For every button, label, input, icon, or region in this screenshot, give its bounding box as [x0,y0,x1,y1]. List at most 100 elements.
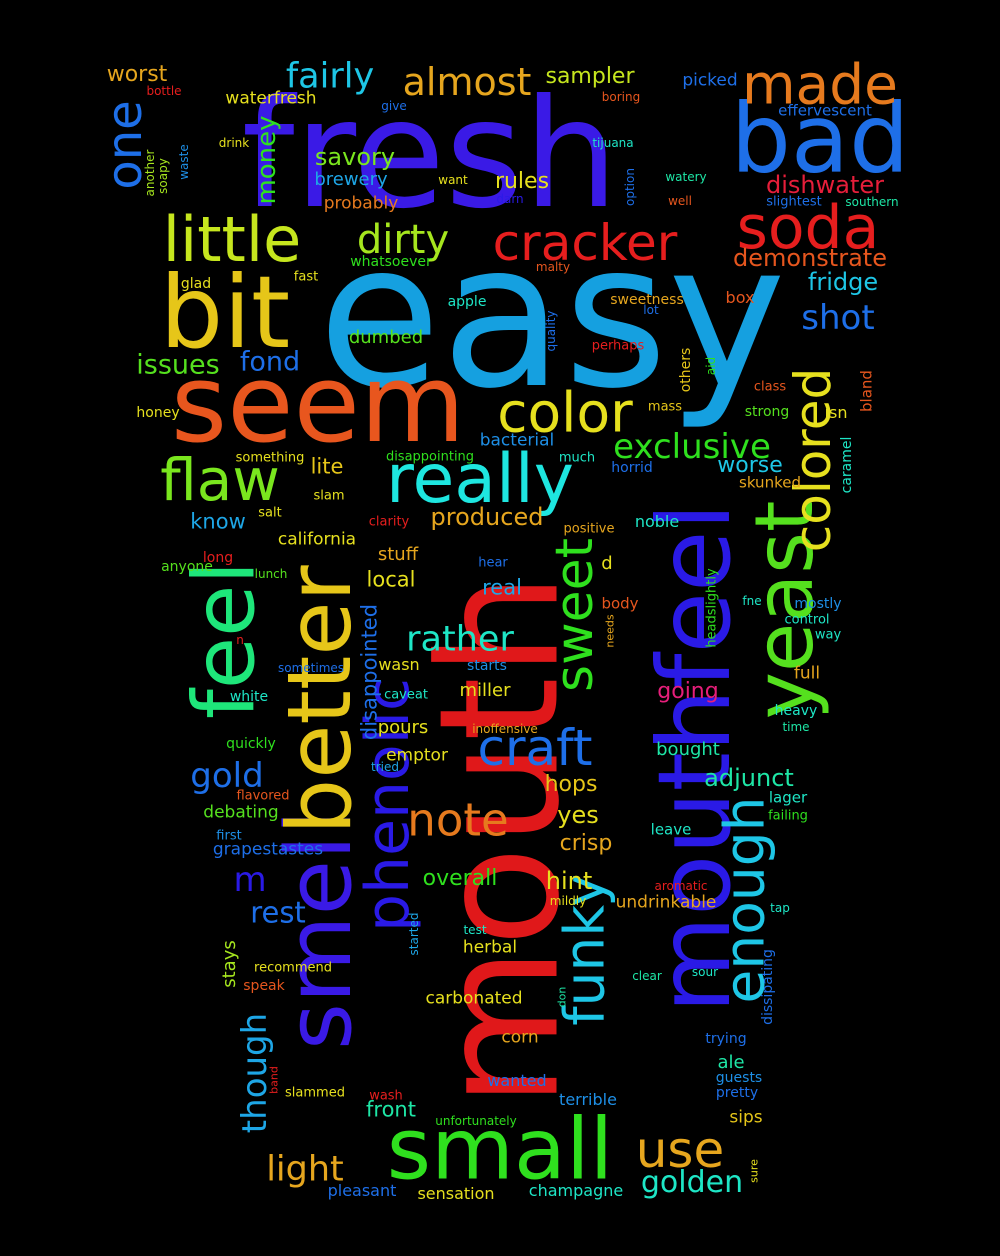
word-watery: watery [665,170,707,184]
word-going: going [657,679,719,704]
word-fast: fast [293,269,319,285]
word-headslightly: headslightly [704,568,720,648]
word-others: others [678,347,694,393]
word-emptor: emptor [386,745,448,766]
word-needs: needs [603,614,617,648]
word-started: started [407,912,421,956]
word-well: well [668,194,692,208]
word-terrible: terrible [559,1090,617,1109]
word-sure: sure [747,1159,761,1183]
word-probably: probably [323,193,399,214]
word-savory: savory [314,143,396,171]
word-noble: noble [634,512,680,531]
word-made: made [741,52,899,117]
word-another: another [143,149,157,197]
word-mass: mass [647,399,683,415]
word-rather: rather [406,619,514,660]
word-sometimes: sometimes [277,661,345,675]
word-glad: glad [180,276,212,292]
word-golden: golden [640,1165,744,1200]
word-sampler: sampler [545,64,635,89]
word-waste: waste [177,144,191,180]
word-easy: easy [317,200,787,433]
word-craft: craft [477,719,593,777]
word-darn: darn [496,192,524,206]
word-soda: soda [736,193,880,263]
word-hint: hint [545,867,593,895]
word-california: california [277,529,357,550]
word-sweet: sweet [545,538,605,692]
word-flaw: flaw [160,446,280,514]
word-champagne: champagne [528,1181,624,1200]
word-isn: isn [824,403,848,422]
word-fresh: fresh [241,68,619,242]
word-class: class [753,379,787,395]
word-caveat: caveat [384,687,428,703]
word-know: know [190,509,246,534]
word-light: light [266,1149,344,1190]
word-inoffensive: inoffensive [472,722,538,736]
word-bottle: bottle [146,84,182,98]
word-unfortunately: unfortunately [435,1114,517,1128]
word-speak: speak [243,978,285,994]
word-gold: gold [190,756,264,796]
word-cracker: cracker [492,214,678,272]
word-bland: bland [857,370,876,412]
word-front: front [366,1097,416,1122]
word-slammed: slammed [285,1085,345,1101]
word-mostly: mostly [794,596,842,612]
word-worst: worst [106,62,168,87]
word-body: body [601,594,639,613]
word-stays: stays [219,940,240,988]
word-bit: bit [159,254,291,371]
word-demonstrate: demonstrate [733,244,887,272]
word-flavored: flavored [236,788,290,804]
word-lite: lite [310,454,344,479]
word-option: option [623,168,637,206]
word-sour: sour [691,965,719,979]
word-anyone: anyone [161,559,213,575]
word-adjunct: adjunct [704,764,794,792]
word-slightest: slightest [766,194,822,210]
word-much: much [558,450,596,466]
word-tried: tried [371,760,399,774]
word-small: small [386,1100,614,1200]
word-worse: worse [717,453,783,478]
word-honey: honey [136,405,180,421]
word-almost: almost [402,60,532,104]
word-failing: failing [768,808,808,824]
word-starts: starts [467,658,507,674]
word-perhaps: perhaps [591,338,645,354]
word-yes: yes [557,801,599,829]
word-picked: picked [682,70,738,91]
word-aromatic: aromatic [654,879,708,893]
word-give: give [381,99,407,113]
word-clear: clear [632,969,662,983]
word-white: white [229,689,269,705]
word-full: full [793,663,821,684]
word-money: money [252,115,282,205]
word-wash: wash [369,1088,403,1104]
word-miller: miller [459,680,511,701]
word-lunch: lunch [254,567,288,581]
word-clarity: clarity [368,514,410,530]
word-note: note [407,793,509,847]
word-stuff: stuff [377,544,419,565]
word-wanted: wanted [487,1071,547,1090]
word-long: long [202,550,234,566]
word-pleasant: pleasant [327,1181,397,1200]
word-fridge: fridge [807,268,879,296]
word-band: band [267,1066,281,1094]
word-real: real [482,575,522,600]
word-recommend: recommend [254,960,332,976]
word-whatsoever: whatsoever [350,254,432,270]
word-ale: ale [717,1052,745,1073]
word-heavy: heavy [774,703,818,719]
word-produced: produced [430,503,544,531]
word-aid: aid [704,356,718,376]
word-little: little [162,203,302,276]
word-bad: bad [730,84,910,195]
word-undrinkable: undrinkable [615,892,717,913]
word-malty: malty [535,260,571,274]
